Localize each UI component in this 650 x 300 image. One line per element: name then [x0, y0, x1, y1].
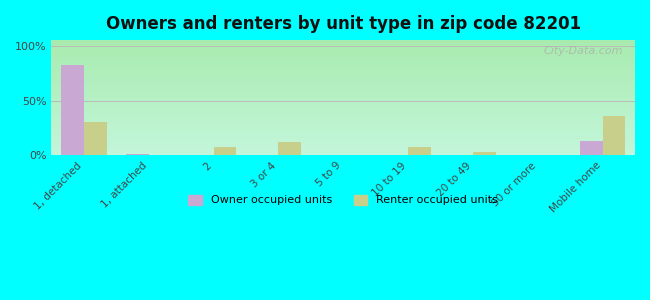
Bar — [473, 152, 495, 155]
Bar — [278, 142, 301, 155]
Text: City-Data.com: City-Data.com — [544, 46, 623, 56]
Legend: Owner occupied units, Renter occupied units: Owner occupied units, Renter occupied un… — [184, 190, 502, 210]
Bar — [580, 141, 603, 155]
Bar — [84, 122, 107, 155]
Bar — [603, 116, 625, 155]
Title: Owners and renters by unit type in zip code 82201: Owners and renters by unit type in zip c… — [106, 15, 581, 33]
Bar — [214, 147, 236, 155]
Bar — [126, 154, 149, 155]
Bar — [408, 147, 431, 155]
Bar — [61, 65, 84, 155]
